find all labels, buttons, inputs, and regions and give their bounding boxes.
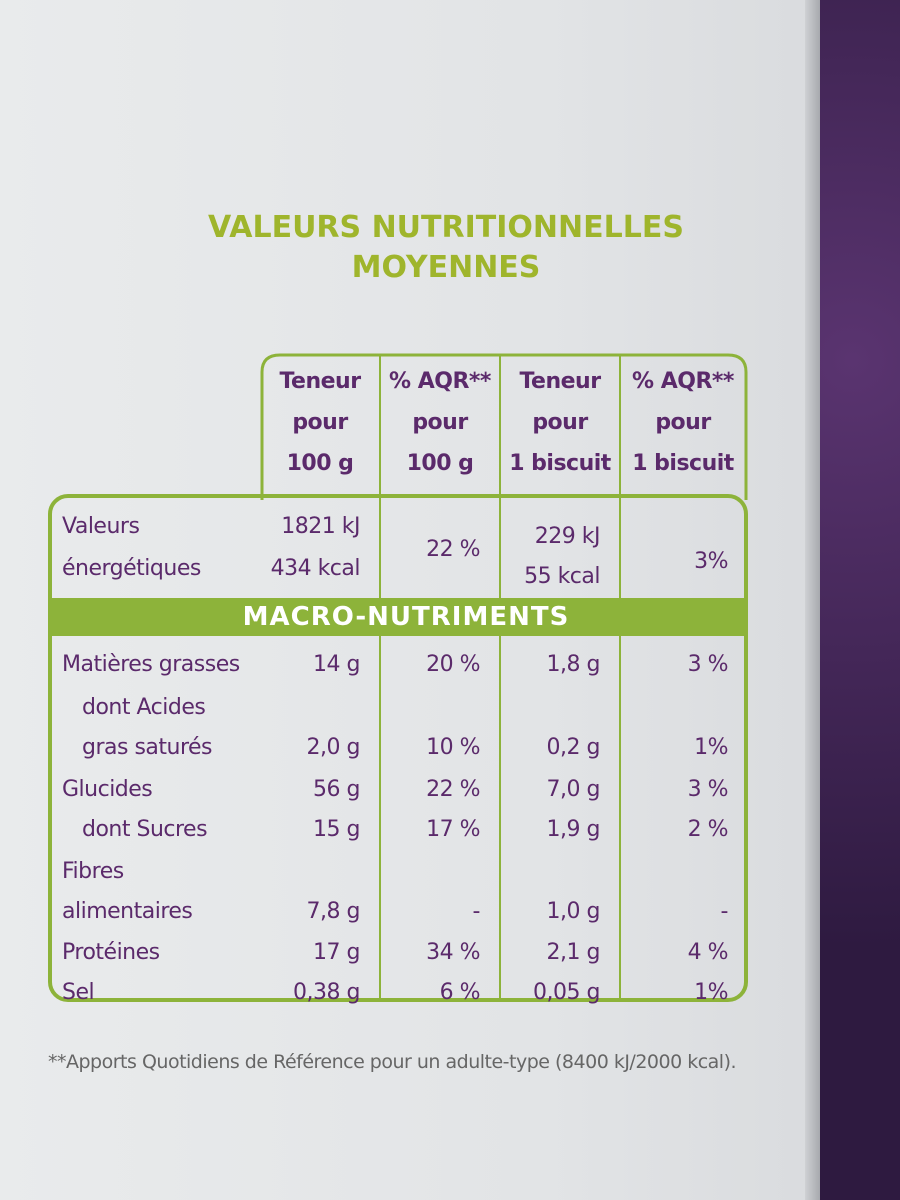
column-header: % AQR** (632, 369, 734, 394)
cell-value: 3 % (687, 652, 729, 677)
cell-value: 6 % (439, 980, 481, 1005)
cell-value: 1,0 g (546, 899, 601, 924)
column-header: 1 biscuit (632, 451, 734, 476)
cell-value: 1,9 g (546, 817, 601, 842)
row-label: Sel (62, 980, 95, 1005)
cell-value: 1% (694, 980, 728, 1005)
cell-value: - (472, 899, 481, 924)
cell-value: 3% (694, 549, 728, 574)
cell-value: 2,1 g (546, 940, 601, 965)
column-header: pour (412, 410, 468, 435)
cell-value: 56 g (313, 777, 360, 802)
row-label: Valeurs (62, 514, 140, 539)
cell-value: 2 % (687, 817, 729, 842)
row-label: Glucides (62, 777, 153, 802)
column-header: 100 g (286, 451, 354, 476)
column-header: pour (655, 410, 711, 435)
section-title: MACRO-NUTRIMENTS (242, 602, 570, 632)
cell-value: 4 % (687, 940, 729, 965)
cell-value: 2,0 g (306, 735, 361, 760)
column-header: 100 g (406, 451, 474, 476)
cell-value: 7,8 g (306, 899, 361, 924)
cell-value: 1821 kJ (281, 514, 360, 539)
fabric-background (820, 0, 900, 1200)
cell-value: 0,05 g (533, 980, 600, 1005)
cell-value: 15 g (313, 817, 360, 842)
cell-value: 7,0 g (546, 777, 601, 802)
cell-value: 1% (694, 735, 728, 760)
row-label: dont Sucres (82, 817, 208, 842)
cell-value: 17 g (313, 940, 360, 965)
row-label: dont Acides (82, 695, 206, 720)
cell-value: 0,2 g (546, 735, 601, 760)
header-border (260, 353, 748, 500)
cell-value: 20 % (426, 652, 480, 677)
box-edge (805, 0, 823, 1200)
footnote: **Apports Quotidiens de Référence pour u… (48, 1051, 737, 1073)
column-header: pour (532, 410, 588, 435)
cell-value: 55 kcal (524, 564, 600, 589)
title: MOYENNES (351, 250, 541, 285)
cell-value: 1,8 g (546, 652, 601, 677)
cell-value: 10 % (426, 735, 480, 760)
title: VALEURS NUTRITIONNELLES (208, 210, 684, 245)
section-band (52, 598, 744, 636)
cell-value: 22 % (426, 777, 480, 802)
column-header: Teneur (279, 369, 361, 394)
row-label: Matières grasses (62, 652, 240, 677)
row-label: Fibres (62, 859, 124, 884)
cell-value: 434 kcal (270, 556, 361, 581)
cell-value: 229 kJ (534, 524, 601, 549)
row-label: alimentaires (62, 899, 193, 924)
cell-value: - (720, 899, 729, 924)
column-header: % AQR** (389, 369, 491, 394)
row-label: gras saturés (82, 735, 213, 760)
cell-value: 14 g (313, 652, 360, 677)
row-label: Protéines (62, 940, 160, 965)
cell-value: 34 % (426, 940, 480, 965)
column-header: Teneur (519, 369, 601, 394)
column-header: pour (292, 410, 348, 435)
cell-value: 17 % (426, 817, 480, 842)
column-header: 1 biscuit (509, 451, 611, 476)
cell-value: 22 % (426, 537, 480, 562)
body-border (48, 494, 748, 1002)
cell-value: 0,38 g (293, 980, 360, 1005)
cell-value: 3 % (687, 777, 729, 802)
row-label: énergétiques (62, 556, 201, 581)
